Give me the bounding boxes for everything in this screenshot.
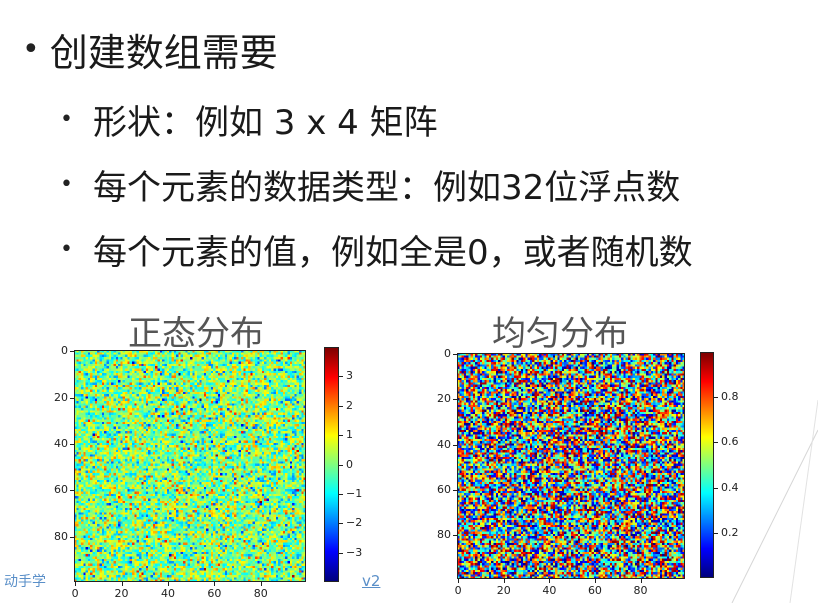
y-tick-label: 20: [437, 392, 451, 406]
x-tick-mark: [75, 582, 77, 586]
colorbar-tick-mark: [339, 376, 343, 378]
colorbar-tick-mark: [339, 464, 343, 466]
chart-title-uniform: 均匀分布: [492, 314, 628, 354]
colorbar-tick-mark: [714, 532, 718, 534]
x-tick-mark: [594, 579, 596, 583]
x-tick-label: 60: [207, 587, 222, 600]
colorbar-tick-mark: [339, 552, 343, 554]
bullet-dot: •: [60, 237, 73, 262]
footer-link[interactable]: v2: [362, 572, 381, 590]
colorbar-tick-label: −3: [346, 545, 363, 559]
x-tick-label: 20: [496, 584, 511, 597]
colorbar-tick-label: −2: [346, 516, 363, 530]
x-tick-label: 80: [253, 587, 268, 600]
y-tick-mark: [70, 351, 74, 353]
y-tick-mark: [70, 443, 74, 445]
colorbar-tick-mark: [339, 435, 343, 437]
bullet-text: 每个元素的值，例如全是0，或者随机数: [92, 233, 693, 273]
y-tick-mark: [453, 399, 457, 401]
colorbar-tick-label: −1: [346, 486, 363, 500]
x-tick-mark: [549, 579, 551, 583]
y-tick-mark: [453, 444, 457, 446]
y-tick-mark: [70, 490, 74, 492]
colorbar-tick-mark: [714, 397, 718, 399]
colorbar-tick-label: 3: [346, 369, 353, 383]
footer-left-text: 动手学: [4, 574, 46, 590]
x-tick-label: 60: [587, 584, 602, 597]
x-tick-mark: [260, 582, 262, 586]
x-tick-mark: [640, 579, 642, 583]
x-tick-label: 40: [542, 584, 557, 597]
y-tick-label: 20: [54, 390, 68, 404]
y-tick-mark: [70, 536, 74, 538]
normal-heatmap: [74, 350, 306, 582]
uniform-heatmap: [457, 353, 685, 579]
x-tick-mark: [503, 579, 505, 583]
normal-colorbar: [324, 347, 339, 582]
y-tick-mark: [453, 354, 457, 356]
bullet-text: 形状：例如 3 x 4 矩阵: [92, 103, 438, 143]
colorbar-tick-mark: [339, 493, 343, 495]
colorbar-tick-label: 2: [346, 398, 353, 412]
normal-heatmap-frame: [74, 350, 306, 582]
y-tick-label: 60: [54, 483, 68, 497]
colorbar-tick-mark: [714, 487, 718, 489]
heading-bullet: • 创建数组需要: [22, 22, 278, 77]
y-tick-mark: [453, 489, 457, 491]
bullet-dot: •: [60, 107, 73, 132]
slide-heading: 创建数组需要: [49, 31, 278, 75]
x-tick-mark: [214, 582, 216, 586]
colorbar-tick-mark: [714, 442, 718, 444]
x-tick-label: 20: [114, 587, 129, 600]
bullet-text: 每个元素的数据类型：例如32位浮点数: [92, 168, 681, 208]
uniform-heatmap-frame: [457, 353, 685, 579]
y-tick-label: 80: [437, 527, 451, 541]
x-tick-label: 40: [160, 587, 175, 600]
sub-bullet-dtype: • 每个元素的数据类型：例如32位浮点数: [60, 160, 680, 209]
y-tick-mark: [70, 397, 74, 399]
y-tick-label: 0: [444, 347, 451, 361]
colorbar-tick-mark: [339, 523, 343, 525]
bullet-dot: •: [22, 32, 40, 67]
colorbar-tick-label: 0.8: [721, 390, 739, 404]
y-tick-label: 60: [437, 482, 451, 496]
y-tick-label: 80: [54, 529, 68, 543]
x-tick-label: 0: [71, 587, 79, 600]
colorbar-tick-label: 0.2: [721, 525, 739, 539]
y-tick-label: 40: [54, 436, 68, 450]
colorbar-tick-label: 0.6: [721, 435, 739, 449]
x-tick-mark: [458, 579, 460, 583]
x-tick-label: 0: [454, 584, 462, 597]
chart-title-normal: 正态分布: [128, 314, 264, 354]
sub-bullet-shape: • 形状：例如 3 x 4 矩阵: [60, 95, 438, 144]
y-tick-mark: [453, 534, 457, 536]
colorbar-tick-label: 0: [346, 457, 353, 471]
colorbar-tick-label: 1: [346, 428, 353, 442]
uniform-colorbar: [700, 352, 714, 578]
colorbar-tick-mark: [339, 405, 343, 407]
decorative-lines: [731, 400, 818, 603]
x-tick-label: 80: [633, 584, 648, 597]
colorbar-tick-label: 0.4: [721, 480, 739, 494]
x-tick-mark: [121, 582, 123, 586]
y-tick-label: 0: [61, 344, 68, 358]
x-tick-mark: [167, 582, 169, 586]
sub-bullet-values: • 每个元素的值，例如全是0，或者随机数: [60, 225, 693, 274]
bullet-dot: •: [60, 172, 73, 197]
y-tick-label: 40: [437, 437, 451, 451]
